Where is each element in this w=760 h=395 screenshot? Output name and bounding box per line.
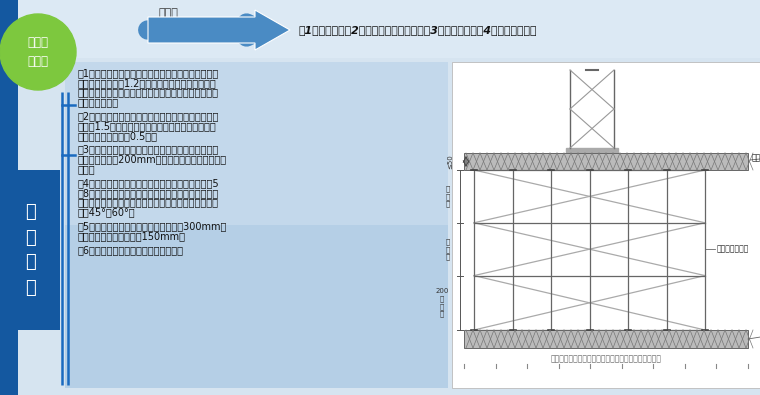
FancyBboxPatch shape (0, 0, 18, 395)
Text: 应为45°～60°。: 应为45°～60°。 (78, 207, 135, 217)
Text: ～8米，由底至顶连续设置剪刀撑。根据架体高度和荷: ～8米，由底至顶连续设置剪刀撑。根据架体高度和荷 (78, 188, 219, 198)
Text: 剪刀撑连续设置: 剪刀撑连续设置 (717, 245, 749, 254)
FancyBboxPatch shape (65, 62, 448, 388)
FancyBboxPatch shape (452, 62, 760, 388)
Text: 水平杆中心线不超过0.5米。: 水平杆中心线不超过0.5米。 (78, 131, 158, 141)
Circle shape (0, 14, 76, 90)
Text: （6）若存在多层地下室，应逐层加固。: （6）若存在多层地下室，应逐层加固。 (78, 245, 184, 255)
Text: （5）可调托撑：螺杆伸出长度不宜超过300mm，: （5）可调托撑：螺杆伸出长度不宜超过300mm， (78, 221, 227, 231)
Text: ，且间距不应大于1.2米。从标准节中心位置开始向: ，且间距不应大于1.2米。从标准节中心位置开始向 (78, 78, 217, 88)
Text: （1）立杆设置：立杆间距应按照计算书要求进行设置: （1）立杆设置：立杆间距应按照计算书要求进行设置 (78, 68, 219, 78)
Text: 按计算按计算按计算按计算按计算按计算按计算按计算: 按计算按计算按计算按计算按计算按计算按计算按计算 (550, 354, 661, 363)
Text: （1）立杆设置（2）水平杆、扫地杆设置（3）剪力撑设置（4）可调托撑设置: （1）立杆设置（2）水平杆、扫地杆设置（3）剪力撑设置（4）可调托撑设置 (298, 25, 537, 35)
FancyBboxPatch shape (464, 153, 748, 170)
Text: 插入立杆内长度不得小于150mm。: 插入立杆内长度不得小于150mm。 (78, 231, 186, 241)
Text: 深
化
原
则: 深 化 原 则 (24, 203, 36, 297)
FancyBboxPatch shape (65, 62, 448, 225)
Text: 按
计
算: 按 计 算 (446, 186, 450, 207)
Text: ≤50: ≤50 (447, 154, 453, 169)
Text: 外排布立杆，最外侧立杆应超出基础范围。立杆底宜设: 外排布立杆，最外侧立杆应超出基础范围。立杆底宜设 (78, 88, 219, 98)
Text: 地下室顶板: 地下室顶板 (752, 154, 760, 162)
Text: 应大于1.5米，顶部水平杆设置应保证立杆伸出顶层: 应大于1.5米，顶部水平杆设置应保证立杆伸出顶层 (78, 121, 217, 131)
FancyBboxPatch shape (0, 0, 760, 58)
Text: 载值，按要求设置水平剪刀撑。剪刀撑斜杆与地面倾角: 载值，按要求设置水平剪刀撑。剪刀撑斜杆与地面倾角 (78, 198, 219, 208)
Text: 按
计
算: 按 计 算 (446, 238, 450, 260)
FancyBboxPatch shape (464, 330, 748, 348)
FancyBboxPatch shape (0, 170, 60, 330)
Text: 下方。: 下方。 (78, 164, 96, 174)
Text: 200
按
计
算: 200 按 计 算 (435, 288, 448, 317)
Polygon shape (148, 10, 290, 50)
Text: （3）扫地杆：必须设置纵横向扫地杆，纵向扫地杆距: （3）扫地杆：必须设置纵横向扫地杆，纵向扫地杆距 (78, 145, 219, 154)
Polygon shape (566, 148, 618, 155)
Text: （2）水平杆步距：步距根据计算要求进行设置，且不: （2）水平杆步距：步距根据计算要求进行设置，且不 (78, 111, 220, 121)
Text: 顶板加
固体系: 顶板加 固体系 (27, 36, 49, 68)
Text: 深化点: 深化点 (158, 8, 178, 18)
Text: （4）剪力撑：在支撑架外侧周边及内部纵、横向每5: （4）剪力撑：在支撑架外侧周边及内部纵、横向每5 (78, 178, 220, 188)
Text: 钢管底端不大于200mm，横向扫地杆在纵向扫地杆: 钢管底端不大于200mm，横向扫地杆在纵向扫地杆 (78, 154, 227, 164)
Text: 置底座或垫板。: 置底座或垫板。 (78, 98, 119, 107)
